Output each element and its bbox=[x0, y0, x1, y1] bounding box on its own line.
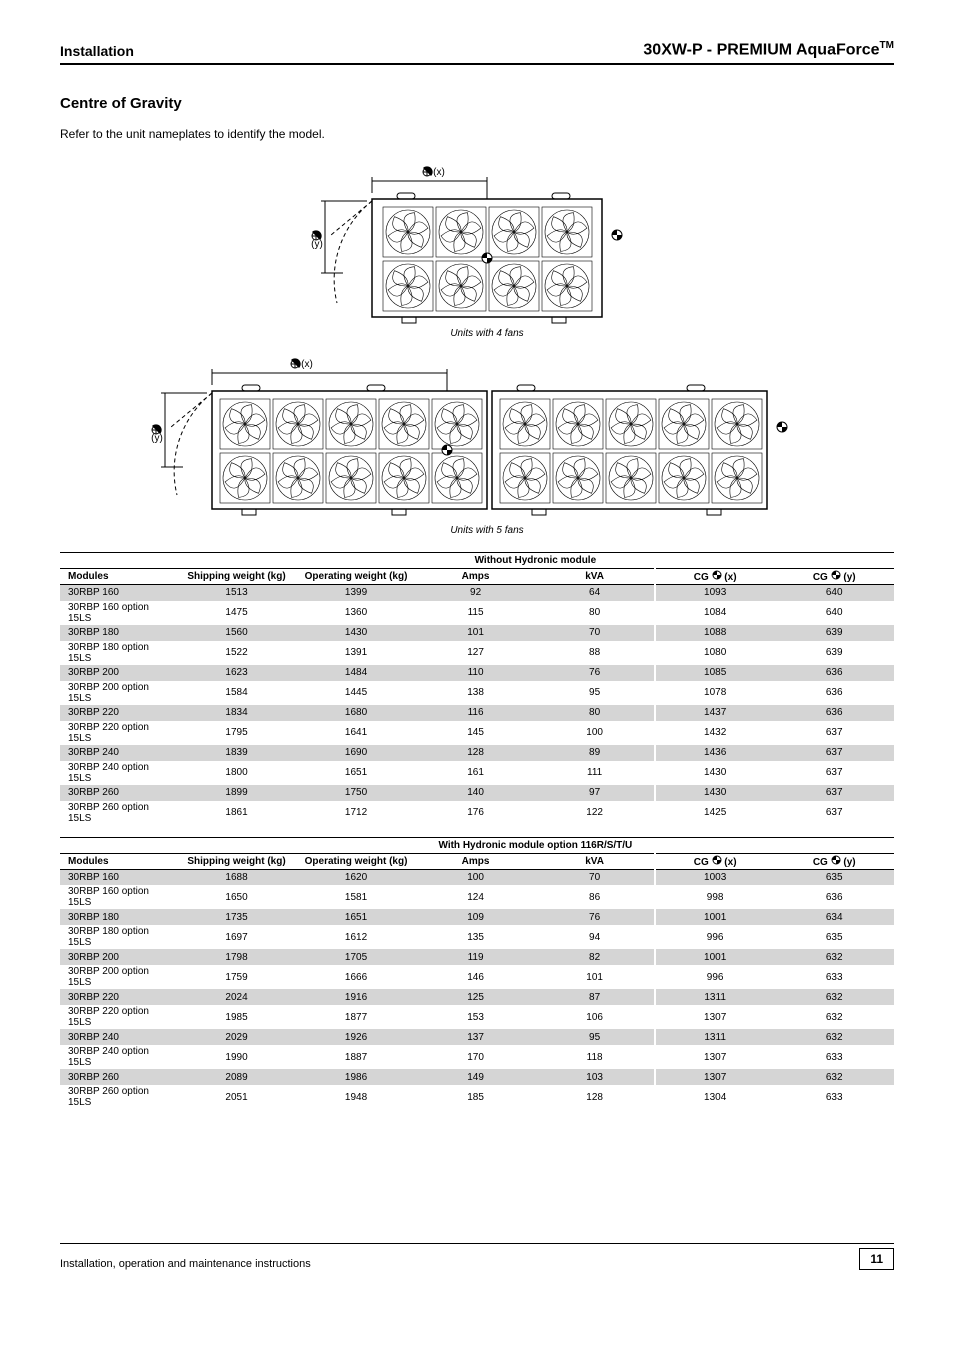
table-row: 30RBP 24018391690128891436637 bbox=[60, 745, 894, 761]
cell-module: 30RBP 240 bbox=[60, 745, 177, 761]
cell-module: 30RBP 180 option 15LS bbox=[60, 641, 177, 665]
cell-module: 30RBP 220 option 15LS bbox=[60, 721, 177, 745]
cell-module: 30RBP 200 option 15LS bbox=[60, 681, 177, 705]
table-row: 30RBP 1601513139992641093640 bbox=[60, 585, 894, 601]
table-row: 30RBP 240 option 15LS1800165116111114306… bbox=[60, 761, 894, 785]
cell-module: 30RBP 260 bbox=[60, 1069, 177, 1085]
th-operating: Operating weight (kg) bbox=[296, 569, 416, 585]
intro-text: Refer to the unit nameplates to identify… bbox=[60, 126, 894, 143]
page-number: 11 bbox=[859, 1248, 894, 1270]
th-modules: Modules bbox=[60, 569, 177, 585]
table-row: 30RBP 20016231484110761085636 bbox=[60, 665, 894, 681]
cell-module: 30RBP 240 option 15LS bbox=[60, 1045, 177, 1069]
th-shipping: Shipping weight (kg) bbox=[177, 569, 297, 585]
cell-module: 30RBP 180 bbox=[60, 909, 177, 925]
cell-module: 30RBP 180 bbox=[60, 625, 177, 641]
table-row: 30RBP 260208919861491031307632 bbox=[60, 1069, 894, 1085]
table-row: 30RBP 20017981705119821001632 bbox=[60, 949, 894, 965]
table-row: 30RBP 240 option 15LS1990188717011813076… bbox=[60, 1045, 894, 1069]
cell-module: 30RBP 160 option 15LS bbox=[60, 601, 177, 625]
header-left: Installation bbox=[60, 43, 134, 59]
page-header: Installation 30XW-P - PREMIUM AquaForceT… bbox=[60, 40, 894, 65]
section-title: Centre of Gravity bbox=[60, 95, 894, 112]
table-row: 30RBP 260 option 15LS1861171217612214256… bbox=[60, 801, 894, 825]
cell-module: 30RBP 260 option 15LS bbox=[60, 1085, 177, 1109]
table-row: 30RBP 160 option 15LS1650158112486998636 bbox=[60, 885, 894, 909]
axis-x-label: (x) bbox=[433, 167, 445, 178]
table-row: 30RBP 18015601430101701088639 bbox=[60, 625, 894, 641]
cell-module: 30RBP 240 bbox=[60, 1029, 177, 1045]
th-kva: kVA bbox=[535, 569, 655, 585]
header-right: 30XW-P - PREMIUM AquaForceTM bbox=[643, 40, 894, 59]
cell-module: 30RBP 200 bbox=[60, 665, 177, 681]
cell-module: 30RBP 260 option 15LS bbox=[60, 801, 177, 825]
table-without-hydronic: Without Hydronic module Modules Shipping… bbox=[60, 552, 894, 825]
cell-module: 30RBP 200 option 15LS bbox=[60, 965, 177, 989]
cell-module: 30RBP 220 bbox=[60, 705, 177, 721]
cell-module: 30RBP 220 bbox=[60, 989, 177, 1005]
figure-4-fans: (x) (y) bbox=[60, 163, 894, 341]
th-cgx: CG (x) bbox=[655, 569, 775, 585]
cell-module: 30RBP 220 option 15LS bbox=[60, 1005, 177, 1029]
table2-body: 30RBP 1601688162010070100363530RBP 160 o… bbox=[60, 869, 894, 1109]
table-row: 30RBP 180 option 15LS1522139112788108063… bbox=[60, 641, 894, 665]
table-row: 30RBP 22020241916125871311632 bbox=[60, 989, 894, 1005]
table-row: 30RBP 260 option 15LS2051194818512813046… bbox=[60, 1085, 894, 1109]
fig-caption-5: Units with 5 fans bbox=[450, 525, 523, 535]
th-amps: Amps bbox=[416, 569, 536, 585]
header-tm: TM bbox=[880, 40, 894, 51]
table-row: 30RBP 24020291926137951311632 bbox=[60, 1029, 894, 1045]
footer-left: Installation, operation and maintenance … bbox=[60, 1258, 311, 1270]
table-row: 30RBP 200 option 15LS1584144513895107863… bbox=[60, 681, 894, 705]
table-row: 30RBP 220 option 15LS1985187715310613076… bbox=[60, 1005, 894, 1029]
cell-module: 30RBP 260 bbox=[60, 785, 177, 801]
page-footer: Installation, operation and maintenance … bbox=[60, 1243, 894, 1270]
th-cgy: CG (y) bbox=[774, 569, 894, 585]
svg-text:(x): (x) bbox=[301, 359, 313, 370]
header-brand: 30XW-P - PREMIUM AquaForce bbox=[643, 41, 879, 58]
cell-module: 30RBP 180 option 15LS bbox=[60, 925, 177, 949]
table-row: 30RBP 26018991750140971430637 bbox=[60, 785, 894, 801]
table-with-hydronic: With Hydronic module option 116R/S/T/U M… bbox=[60, 837, 894, 1110]
table-row: 30RBP 200 option 15LS1759166614610199663… bbox=[60, 965, 894, 989]
table-row: 30RBP 220 option 15LS1795164114510014326… bbox=[60, 721, 894, 745]
fig-caption-4: Units with 4 fans bbox=[450, 328, 523, 338]
table-row: 30RBP 22018341680116801437636 bbox=[60, 705, 894, 721]
table-row: 30RBP 16016881620100701003635 bbox=[60, 869, 894, 885]
table1-body: 30RBP 160151313999264109364030RBP 160 op… bbox=[60, 585, 894, 825]
axis-y-label: (y) bbox=[311, 239, 323, 250]
svg-text:(y): (y) bbox=[151, 433, 163, 444]
table-row: 30RBP 180 option 15LS1697161213594996635 bbox=[60, 925, 894, 949]
table2-main-header: With Hydronic module option 116R/S/T/U bbox=[177, 837, 894, 853]
table-row: 30RBP 160 option 15LS1475136011580108464… bbox=[60, 601, 894, 625]
cell-module: 30RBP 160 option 15LS bbox=[60, 885, 177, 909]
table1-main-header: Without Hydronic module bbox=[177, 553, 894, 569]
cell-module: 30RBP 240 option 15LS bbox=[60, 761, 177, 785]
cell-module: 30RBP 200 bbox=[60, 949, 177, 965]
table-row: 30RBP 18017351651109761001634 bbox=[60, 909, 894, 925]
cell-module: 30RBP 160 bbox=[60, 585, 177, 601]
cell-module: 30RBP 160 bbox=[60, 869, 177, 885]
figure-5-fans: (x) (y) bbox=[60, 355, 894, 538]
